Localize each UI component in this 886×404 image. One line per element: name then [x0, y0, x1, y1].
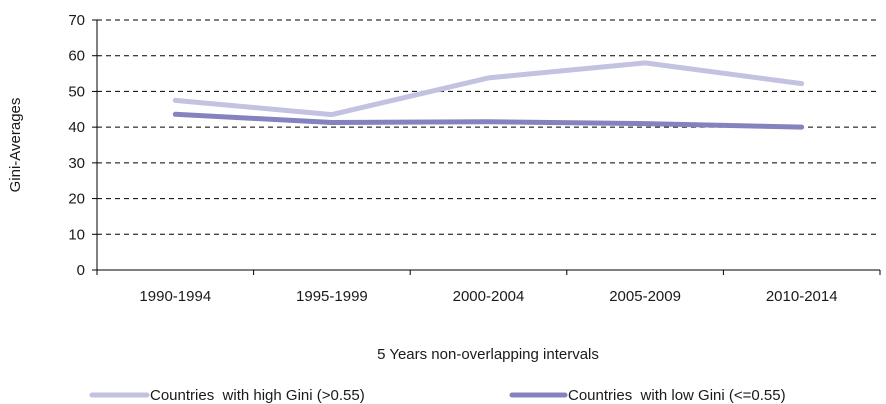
x-tick-label: 1995-1999	[296, 288, 368, 305]
series-line-high-gini	[172, 60, 805, 118]
x-tick-label: 2005-2009	[609, 288, 681, 305]
x-tick-label: 2000-2004	[453, 288, 525, 305]
x-tick-label: 2010-2014	[766, 288, 838, 305]
legend-label-high-gini: Countries with high Gini (>0.55)	[150, 387, 365, 404]
y-ticks: 0 10 20 30 40 50 60 70	[68, 12, 97, 279]
y-tick-label: 20	[68, 191, 85, 208]
series-lines	[172, 60, 805, 130]
y-tick-label: 60	[68, 48, 85, 65]
y-axis-title: Gini-Averages	[7, 98, 24, 193]
y-tick-label: 10	[68, 226, 85, 243]
legend-label-low-gini: Countries with low Gini (<=0.55)	[568, 387, 786, 404]
y-tick-label: 40	[68, 119, 85, 136]
axes	[96, 20, 880, 271]
y-tick-label: 30	[68, 155, 85, 172]
x-ticks: 1990-1994 1995-1999 2000-2004 2005-2009 2010…	[96, 270, 881, 305]
y-tick-label: 70	[68, 12, 85, 29]
x-axis-title: 5 Years non-overlapping intervals	[377, 346, 599, 363]
gridlines	[97, 19, 880, 235]
x-tick-label: 1990-1994	[139, 288, 211, 305]
y-tick-label: 50	[68, 83, 85, 100]
y-tick-label: 0	[77, 262, 85, 279]
series-line-low-gini	[172, 111, 805, 130]
legend: Countries with high Gini (>0.55) Countri…	[89, 387, 786, 404]
